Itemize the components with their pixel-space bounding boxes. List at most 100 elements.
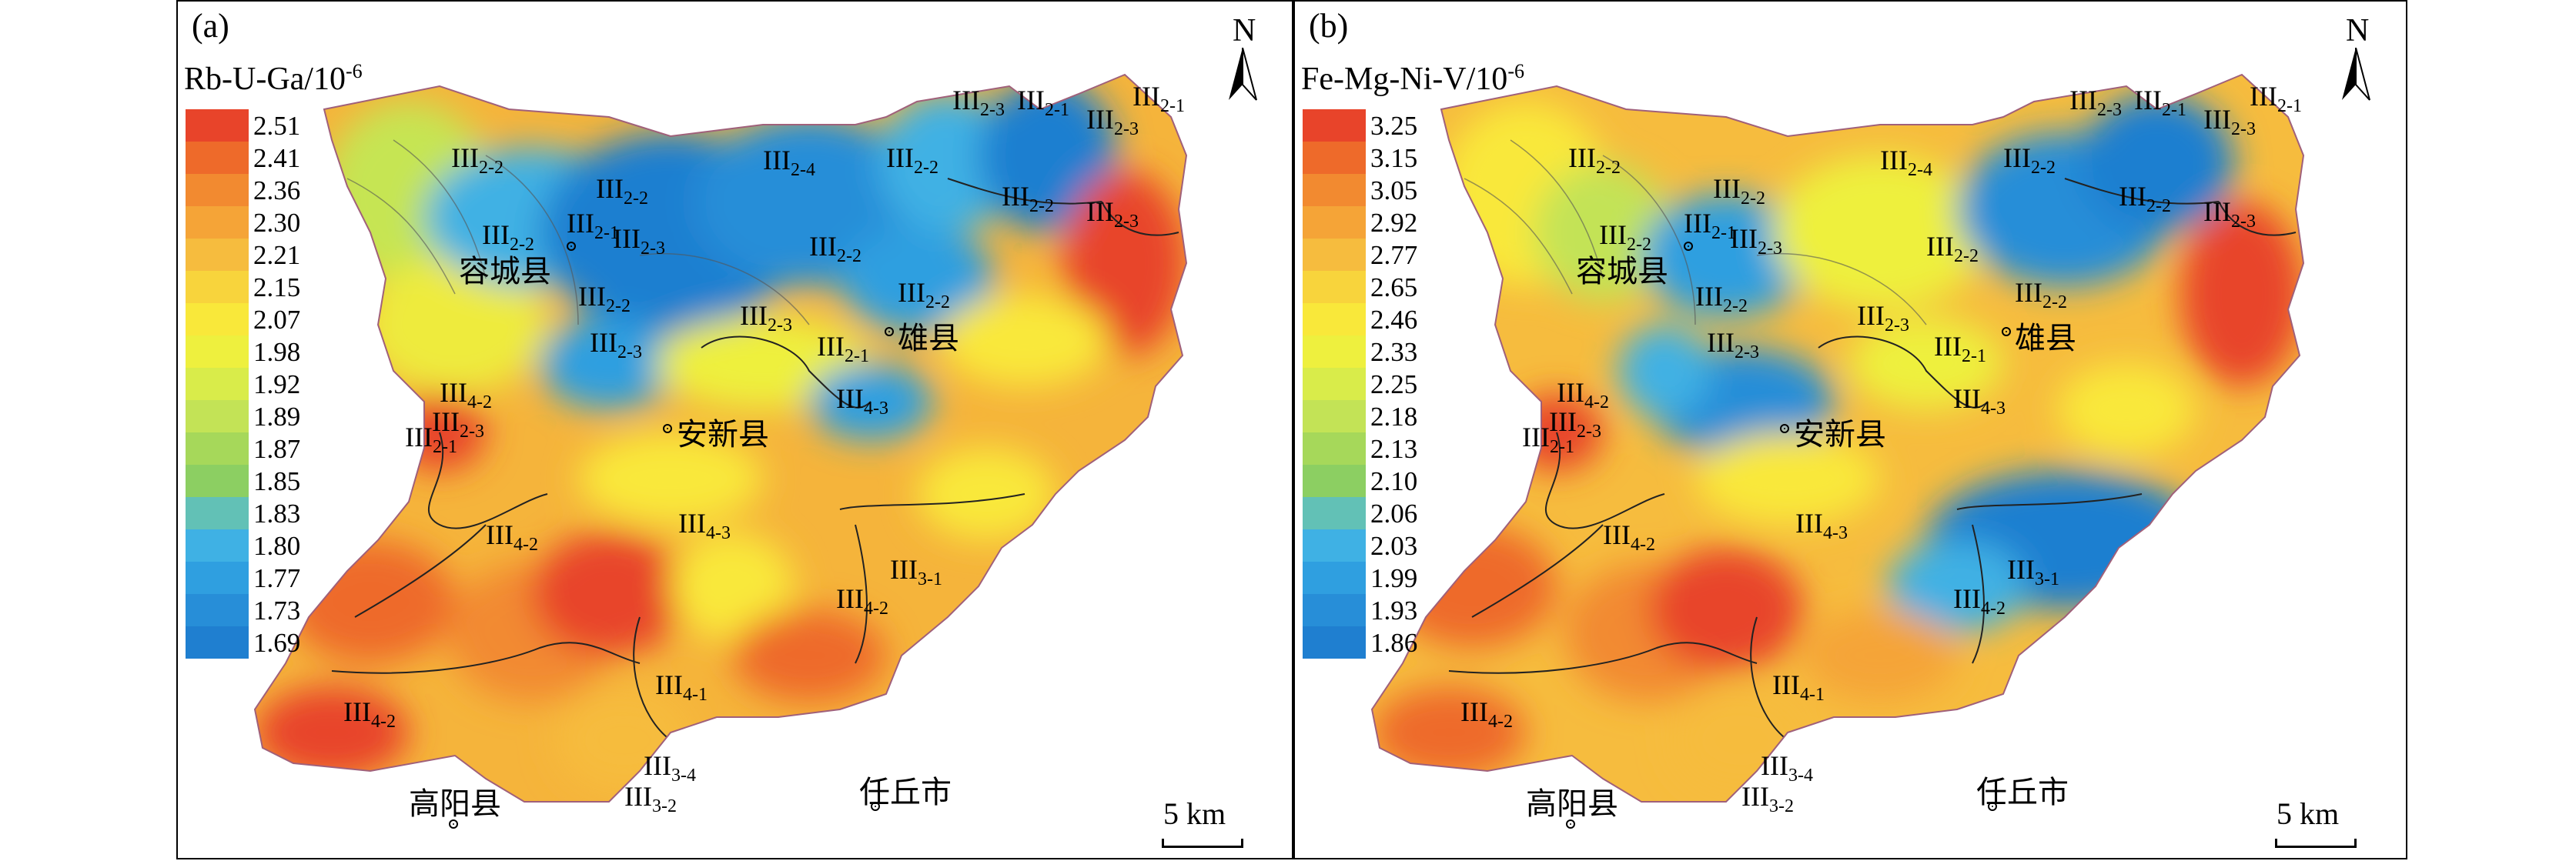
zone-label: III3-4: [1761, 750, 1813, 786]
zone-label: III2-1: [2250, 81, 2302, 117]
legend-swatch: [186, 368, 249, 400]
legend-value: 2.21: [253, 240, 301, 270]
legend-swatch: [186, 174, 249, 206]
legend-value: 2.10: [1370, 466, 1418, 496]
town-marker: [1780, 424, 1789, 433]
legend-value: 2.13: [1370, 434, 1418, 464]
legend-swatch: [1303, 562, 1366, 594]
legend-swatch: [186, 562, 249, 594]
zone-label: III2-2: [898, 277, 950, 313]
zone-label: III2-2: [1599, 219, 1651, 255]
legend-swatch: [186, 142, 249, 174]
legend-value: 2.65: [1370, 272, 1418, 302]
legend-title: Rb-U-Ga/10-6: [184, 60, 363, 97]
scale-bar: [2275, 839, 2357, 848]
legend-value: 2.41: [253, 143, 301, 173]
zone-label: III2-1: [1684, 208, 1736, 244]
zone-label: III2-2: [809, 231, 861, 267]
zone-label: III4-2: [1557, 377, 1609, 413]
zone-label: III2-3: [613, 223, 665, 259]
legend-swatch: [1303, 271, 1366, 303]
town-marker: [1684, 242, 1693, 251]
legend-swatch: [1303, 594, 1366, 626]
legend-value: 1.73: [253, 596, 301, 626]
zone-label: III2-3: [590, 327, 642, 363]
town-label: 安新县: [1794, 417, 1886, 452]
legend-swatch: [186, 271, 249, 303]
legend-value: 3.25: [1370, 111, 1418, 141]
zone-label: III2-2: [2003, 142, 2056, 179]
legend-swatch: [186, 529, 249, 562]
legend-swatch: [186, 335, 249, 368]
zone-label: III2-3: [2069, 85, 2122, 121]
scale-bar: [1162, 839, 1243, 848]
zone-label: III3-1: [890, 554, 942, 590]
zone-label: III2-2: [1713, 173, 1765, 209]
town-marker: [567, 242, 576, 251]
legend-swatch: [186, 400, 249, 432]
zone-label: III2-2: [482, 219, 534, 255]
zone-label: III2-4: [763, 145, 815, 181]
zone-label: III2-1: [405, 422, 457, 458]
town-marker: [871, 802, 880, 811]
legend-value: 1.85: [253, 466, 301, 496]
map-panel-a: (a) Rb-U-Ga/10-6 2.51 2.41 2.36 2.30 2.2…: [176, 0, 1293, 859]
legend-swatch: [1303, 206, 1366, 239]
legend-swatch: [186, 432, 249, 465]
legend-value: 2.03: [1370, 531, 1418, 561]
zone-label: III4-3: [1795, 508, 1848, 544]
legend-swatch: [1303, 303, 1366, 335]
legend-swatch: [1303, 368, 1366, 400]
legend-swatch: [186, 109, 249, 142]
zone-label: III2-2: [1926, 231, 1979, 267]
town-marker: [663, 424, 672, 433]
legend-swatch: [1303, 529, 1366, 562]
zone-label: III4-2: [1460, 696, 1513, 733]
legend-swatch: [1303, 497, 1366, 529]
town-label: 雄县: [2015, 321, 2076, 356]
town-marker: [2002, 327, 2011, 336]
zone-label: III2-3: [952, 85, 1005, 121]
zone-label: III2-3: [1707, 327, 1759, 363]
zone-label: III2-1: [567, 208, 619, 244]
legend-value: 2.92: [1370, 208, 1418, 238]
town-label: 高阳县: [409, 786, 501, 822]
zone-label: III2-2: [1695, 281, 1748, 317]
legend-value: 3.05: [1370, 175, 1418, 205]
zone-label: III4-3: [678, 508, 731, 544]
zone-label: III3-1: [2007, 554, 2059, 590]
legend-swatch: [186, 239, 249, 271]
town-label: 安新县: [677, 417, 769, 452]
legend-swatch: [1303, 109, 1366, 142]
zone-label: III2-3: [2203, 196, 2256, 232]
zone-label: III4-2: [836, 583, 888, 619]
zone-label: III2-2: [2119, 181, 2171, 217]
north-arrow-icon: [1229, 48, 1257, 101]
map-a-raster: [253, 73, 1188, 803]
legend-swatch: [186, 594, 249, 626]
zone-label: III2-1: [1934, 331, 1986, 367]
legend-value: 2.18: [1370, 402, 1418, 432]
legend-value: 1.80: [253, 531, 301, 561]
legend-value: 2.51: [253, 111, 301, 141]
zone-label: III2-3: [1730, 223, 1782, 259]
north-label: N: [2346, 13, 2370, 48]
north-arrow-icon: [2342, 48, 2370, 101]
zone-label: III4-1: [655, 669, 708, 706]
legend-swatch: [1303, 626, 1366, 659]
map-b-raster: [1370, 73, 2305, 803]
legend-swatch: [1303, 174, 1366, 206]
legend-value: 2.25: [1370, 369, 1418, 399]
legend-value: 1.86: [1370, 628, 1418, 658]
zone-label: III2-3: [1086, 104, 1139, 140]
zone-label: III2-2: [596, 173, 648, 209]
legend-value: 2.36: [253, 175, 301, 205]
legend-value: 1.99: [1370, 563, 1418, 593]
legend-value: 2.15: [253, 272, 301, 302]
map-panel-b: (b) Fe-Mg-Ni-V/10-6 3.25 3.15 3.05 2.92 …: [1293, 0, 2407, 859]
legend-swatch: [186, 303, 249, 335]
legend-value: 1.89: [253, 402, 301, 432]
zone-label: III2-4: [1880, 145, 1932, 181]
town-label: 容城县: [459, 254, 551, 289]
zone-label: III2-1: [1522, 422, 1574, 458]
